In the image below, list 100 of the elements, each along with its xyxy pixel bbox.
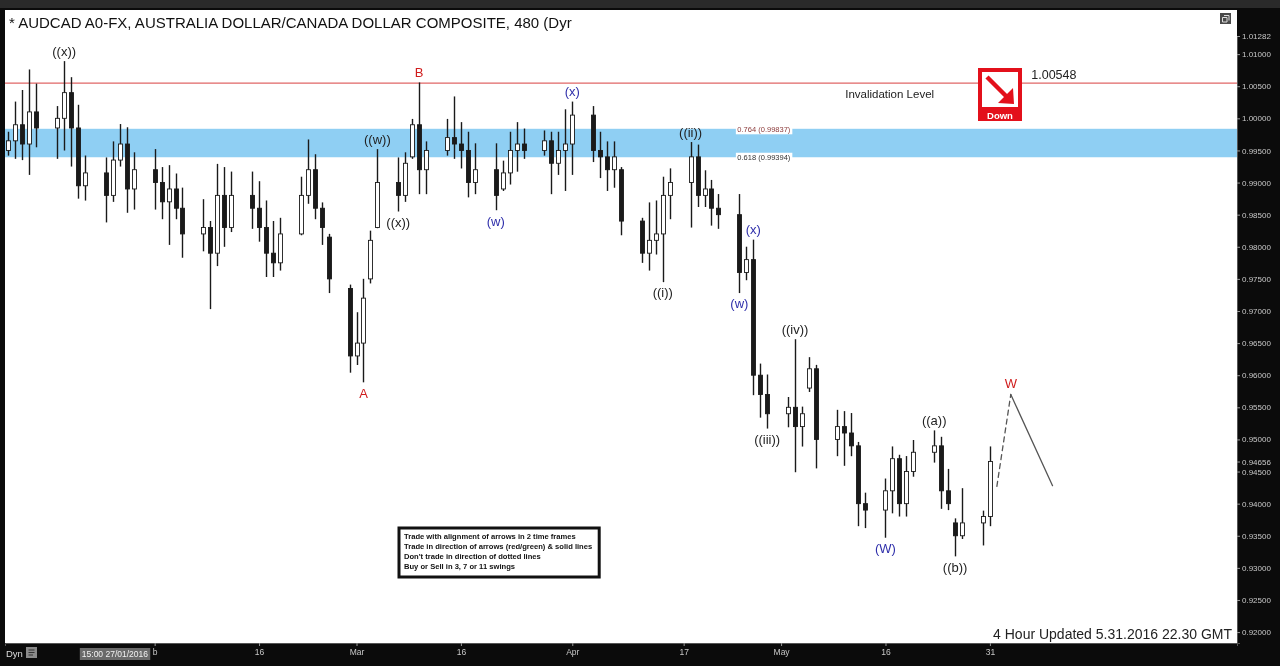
candlestick [542,130,547,156]
y-tick-label: 0.97000 [1242,307,1272,317]
annotation: ((x)) [386,214,411,230]
candlestick [501,160,506,191]
candlestick [849,413,854,457]
candlestick [612,141,617,188]
annotation: 4 Hour Updated 5.31.2016 22.30 GMT [993,626,1233,642]
candlestick [522,128,527,159]
annotation: ((iv)) [781,321,809,337]
annotation: ((iii)) [754,431,781,447]
candlestick [668,168,673,220]
y-tick-label: 0.99500 [1242,146,1272,156]
candlestick [647,202,652,271]
y-tick-label: 0.94000 [1242,499,1272,509]
y-tick-label: 0.94656 [1242,457,1272,467]
annotation: ((ii)) [679,124,703,140]
candlestick [953,518,958,557]
candlestick [459,122,464,169]
annotation: (w) [486,213,505,229]
candlestick [946,468,951,511]
ref-line-label: Invalidation Level [845,88,935,101]
y-tick-label: 1.01000 [1242,50,1272,60]
annotation: ((a)) [921,413,947,429]
y-tick-label: 0.99000 [1242,178,1272,188]
x-tick-label: b [152,647,158,658]
candlestick [104,157,109,223]
x-tick-label: Apr [566,647,580,658]
annotation: W [1004,376,1018,392]
chart-title: * AUDCAD A0-FX, AUSTRALIA DOLLAR/CANADA DOLLAR COMPOSITE, 480 (Dyr [9,14,572,31]
candlestick [932,430,937,463]
x-tick-label: 31 [985,647,996,658]
candlestick [716,194,721,229]
x-tick-label: Mar [349,647,365,658]
candlestick [807,357,812,392]
y-tick-label: 0.93500 [1242,531,1272,541]
annotation: ((w)) [364,131,391,147]
candlestick [201,199,206,252]
x-tick-label: May [773,647,791,658]
candlestick [911,440,916,477]
candlestick [981,510,986,546]
candlestick [424,141,429,195]
annotation: ((i)) [652,285,673,301]
annotation: Down [987,110,1014,121]
candlestick [257,181,262,242]
candlestick [563,109,568,191]
x-tick-label: 16 [254,647,265,658]
candlestick [793,339,798,473]
candlestick [132,152,137,210]
candlestick [515,122,520,172]
candlestick [765,374,770,429]
y-tick-label: 0.92500 [1242,596,1272,606]
candlestick [320,202,325,245]
y-tick-label: 0.97500 [1242,274,1272,284]
candlestick [842,411,847,466]
y-tick-label: 1.00500 [1242,82,1272,92]
candlestick [396,157,401,212]
y-tick-label: 0.95500 [1242,403,1272,413]
candlestick [960,488,965,540]
candlestick [118,124,123,167]
text: Dyn [6,648,23,659]
y-tick-label: 0.92000 [1242,628,1272,638]
y-tick-label: 0.96500 [1242,339,1272,349]
annotation: (W) [875,541,896,557]
y-tick-label: 0.96000 [1242,371,1272,381]
candlestick [250,171,255,229]
x-tick-label: 16 [456,647,467,658]
candlestick [55,106,60,159]
candlestick [34,83,39,148]
y-tick-label: 0.98500 [1242,210,1272,220]
candlestick [654,200,659,255]
y-tick-label: 1.01282 [1242,32,1272,42]
annotation: ((b)) [942,559,968,575]
text: 15:00 27/01/2016 [81,649,149,659]
candlestick [473,143,478,195]
candlestick [598,131,603,179]
candlestick [800,406,805,447]
annotation: ((x)) [52,43,77,59]
annotation: A [359,385,369,401]
candlestick [167,165,172,245]
candlestick [605,141,610,191]
candlestick [883,478,888,538]
candlestick [83,155,88,201]
candlestick [508,131,513,185]
y-tick-label: 1.00000 [1242,114,1272,124]
candlestick [744,246,749,281]
candlestick [549,131,554,195]
y-tick-label: 0.94500 [1242,467,1272,477]
x-tick-label: 17 [679,647,690,658]
annotation: B [414,65,424,81]
candlestick [271,221,276,278]
candlestick [863,492,868,529]
candlestick [758,363,763,418]
candlestick [20,90,25,161]
candlestick [556,131,561,175]
candlestick [445,118,450,156]
candlestick [153,149,158,210]
y-tick-label: 0.98000 [1242,242,1272,252]
candlestick [452,96,457,159]
y-tick-label: 0.93000 [1242,563,1272,573]
x-tick-label: 16 [881,647,891,658]
